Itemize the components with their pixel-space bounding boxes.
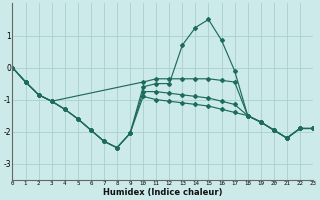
X-axis label: Humidex (Indice chaleur): Humidex (Indice chaleur) [103, 188, 222, 197]
